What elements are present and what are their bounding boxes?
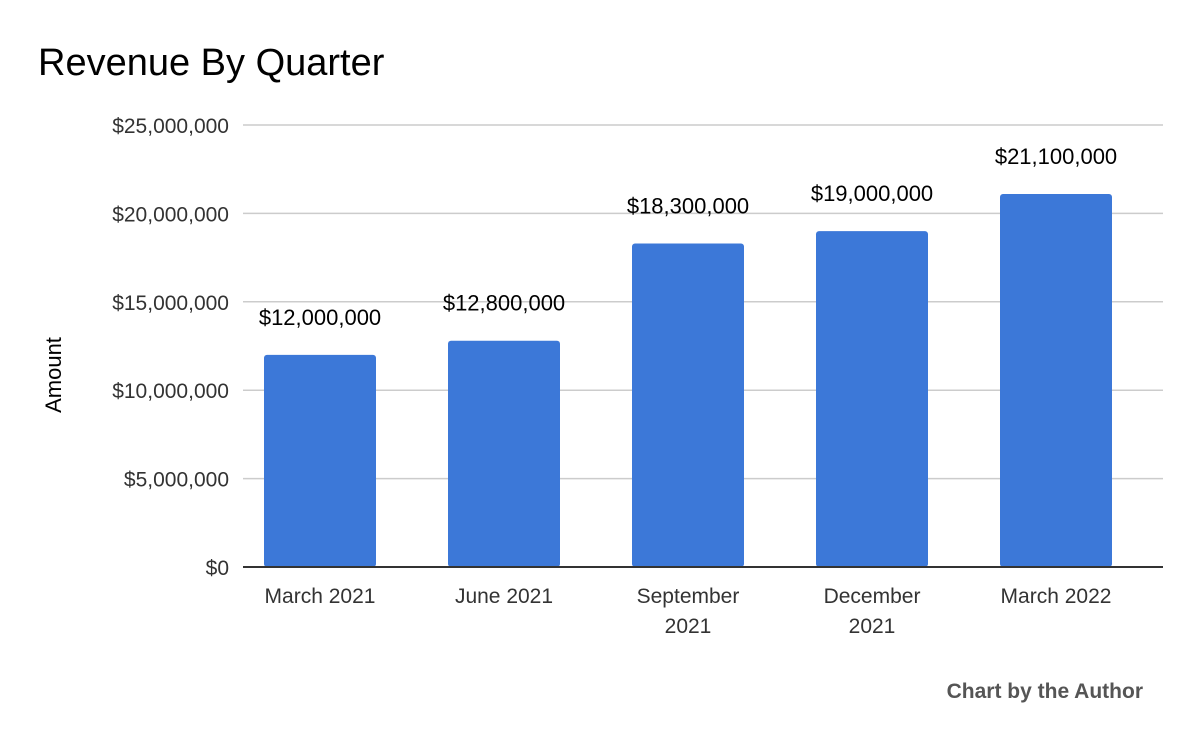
x-tick-label-line: March 2021: [265, 585, 376, 608]
data-label: $12,000,000: [259, 305, 381, 330]
x-tick-label-line: December: [824, 585, 921, 608]
y-axis-label: Amount: [41, 337, 66, 413]
x-tick-label-line: September: [637, 585, 740, 608]
y-tick-label: $25,000,000: [112, 115, 229, 138]
bars: [264, 193, 1112, 567]
x-tick-label-line: March 2022: [1001, 585, 1112, 608]
bar: [816, 231, 928, 567]
chart-title: Revenue By Quarter: [38, 42, 385, 84]
x-tick-label: September 2021: [637, 585, 740, 638]
y-tick-label: $5,000,000: [124, 469, 229, 492]
y-tick-label: $0: [206, 557, 229, 580]
x-tick-label: March 2022: [1001, 585, 1112, 608]
data-label: $19,000,000: [811, 181, 933, 206]
data-label: $12,800,000: [443, 291, 565, 316]
x-tick-label: March 2021: [265, 585, 376, 608]
chart-credit: Chart by the Author: [947, 680, 1143, 703]
data-labels: $12,000,000 $12,800,000 $18,300,000 $19,000…: [259, 144, 1117, 330]
bar: [1000, 193, 1112, 567]
data-label: $18,300,000: [627, 193, 749, 218]
y-tick-label: $10,000,000: [112, 380, 229, 403]
bar: [632, 243, 744, 567]
x-tick-label-line: June 2021: [455, 585, 553, 608]
x-tick-label-line: 2021: [665, 615, 712, 638]
y-axis-ticks: $0 $5,000,000 $10,000,000 $15,000,000 $20,00…: [112, 115, 229, 580]
x-tick-label: June 2021: [455, 585, 553, 608]
bar: [264, 354, 376, 567]
x-tick-label-line: 2021: [849, 615, 896, 638]
data-label: $21,100,000: [995, 144, 1117, 169]
x-tick-label: December 2021: [824, 585, 921, 638]
bar: [448, 340, 560, 567]
y-tick-label: $15,000,000: [112, 292, 229, 315]
y-tick-label: $20,000,000: [112, 203, 229, 226]
x-axis-ticks: March 2021 June 2021 September 2021December…: [265, 585, 1112, 638]
